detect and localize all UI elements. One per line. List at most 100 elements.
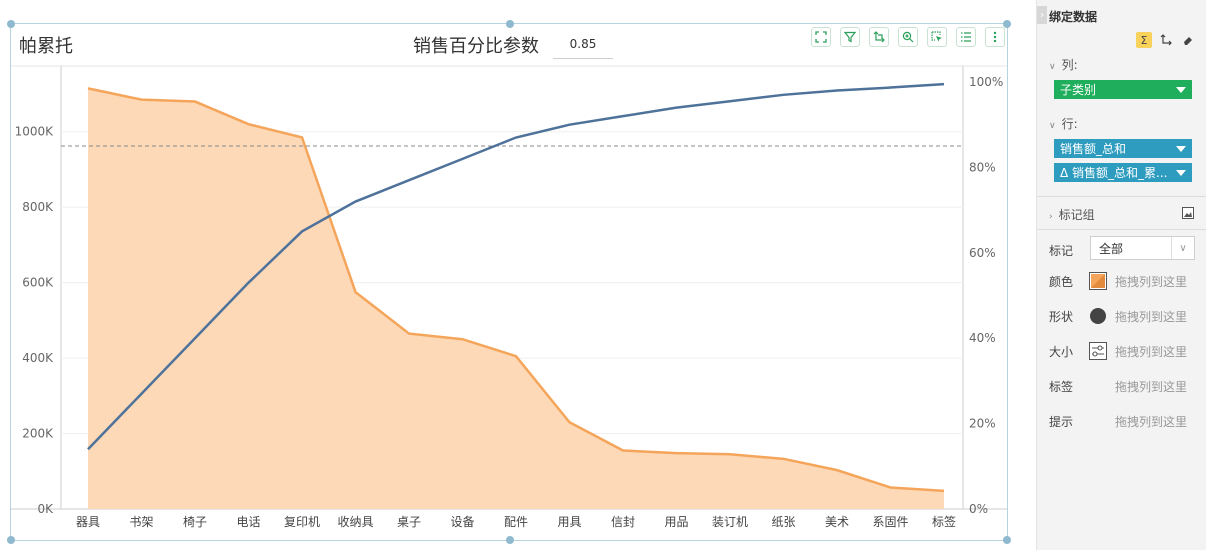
select-button[interactable]: [927, 27, 947, 47]
mark-select[interactable]: 全部 ∨: [1090, 236, 1195, 260]
size-slider-icon[interactable]: [1089, 342, 1107, 360]
sum-button[interactable]: Σ: [1136, 32, 1152, 48]
resize-handle[interactable]: [7, 536, 15, 544]
clear-button[interactable]: [1180, 32, 1196, 48]
mark-label: 标记: [1049, 243, 1074, 258]
columns-label: 列:: [1061, 58, 1078, 72]
image-icon[interactable]: [1182, 207, 1194, 219]
x-tick-label: 配件: [504, 515, 528, 529]
x-tick-label: 器具: [76, 515, 100, 529]
y-tick-label-left: 400K: [22, 351, 54, 365]
resize-handle[interactable]: [1003, 20, 1011, 28]
mark-row: 标记: [1049, 239, 1199, 261]
swap-axis-button[interactable]: [869, 27, 889, 47]
x-tick-label: 复印机: [284, 515, 320, 529]
pareto-chart[interactable]: 0K 200K 400K 600K 800K 1000K 0% 20% 40% 60% 80% 100…: [11, 24, 1007, 540]
x-tick-label: 用具: [557, 515, 581, 529]
chevron-right-icon: ›: [1040, 9, 1044, 21]
param-input[interactable]: [553, 30, 613, 59]
caret-down-icon[interactable]: [1176, 169, 1186, 176]
panel-tools: Σ: [1136, 32, 1196, 48]
drop-hint[interactable]: 拖拽列到这里: [1115, 274, 1188, 289]
x-tick-label: 装订机: [712, 515, 748, 529]
rows-field-pill[interactable]: Δ 销售额_总和_累...: [1054, 163, 1192, 182]
y-tick-label-right: 0%: [969, 502, 988, 516]
size-row: 大小 拖拽列到这里: [1049, 340, 1199, 362]
collapse-panel-button[interactable]: ›: [1037, 6, 1047, 24]
x-tick-label: 标签: [932, 514, 956, 529]
eraser-icon: [1184, 37, 1192, 45]
x-tick-label: 纸张: [771, 515, 795, 529]
prop-label: 颜色: [1049, 274, 1074, 289]
color-swatch-icon[interactable]: [1089, 272, 1107, 290]
y-tick-label-left: 200K: [22, 427, 54, 441]
drop-hint[interactable]: 拖拽列到这里: [1115, 414, 1188, 429]
swap-button[interactable]: [1158, 32, 1174, 48]
prop-label: 标签: [1049, 379, 1074, 394]
mark-group-section[interactable]: › 标记组: [1049, 206, 1095, 223]
select-icon: [931, 31, 942, 42]
y-tick-label-left: 0K: [37, 502, 54, 516]
y-tick-label-left: 1000K: [15, 125, 55, 139]
columns-field-label: 子类别: [1060, 83, 1097, 97]
rows-field-label: 销售额_总和: [1060, 142, 1127, 156]
x-tick-label: 桌子: [397, 515, 421, 529]
y-tick-label-left: 800K: [22, 200, 54, 214]
swap-axis-icon: [1160, 34, 1172, 46]
x-tick-label: 设备: [450, 515, 474, 529]
x-tick-label: 美术: [825, 515, 849, 529]
delta-icon: Δ: [1060, 166, 1069, 180]
drop-hint[interactable]: 拖拽列到这里: [1115, 379, 1188, 394]
columns-field-pill[interactable]: 子类别: [1054, 80, 1192, 99]
chevron-down-icon: ∨: [1049, 121, 1056, 131]
resize-handle[interactable]: [506, 20, 514, 28]
rows-section[interactable]: ∨ 行:: [1049, 115, 1078, 132]
x-tick-label: 信封: [611, 515, 635, 529]
chart-toolbar: [811, 27, 1005, 47]
panel-title: 绑定数据: [1049, 10, 1098, 24]
param-label: 销售百分比参数: [413, 36, 539, 57]
zoom-button[interactable]: [898, 27, 918, 47]
prop-label: 大小: [1049, 344, 1074, 359]
y-tick-label-right: 100%: [969, 75, 1003, 89]
columns-section[interactable]: ∨ 列:: [1049, 56, 1078, 73]
tooltip-row: 提示 拖拽列到这里: [1049, 410, 1199, 432]
resize-handle[interactable]: [506, 536, 514, 544]
x-tick-label: 收纳具: [337, 515, 373, 529]
x-tick-label: 椅子: [183, 515, 207, 529]
mark-group-label: 标记组: [1058, 208, 1095, 222]
filter-icon: [844, 31, 856, 43]
chart-title: 帕累托: [19, 36, 73, 57]
more-button[interactable]: [985, 27, 1005, 47]
chevron-down-icon: ∨: [1049, 62, 1056, 72]
x-tick-label: 用品: [664, 515, 688, 529]
drop-hint[interactable]: 拖拽列到这里: [1115, 344, 1188, 359]
zoom-icon: [902, 31, 914, 43]
caret-down-icon[interactable]: [1176, 86, 1186, 93]
list-button[interactable]: [956, 27, 976, 47]
shape-circle-icon[interactable]: [1089, 307, 1107, 325]
binding-panel: › 绑定数据 Σ ∨ 列: 子类别 ∨ 行: 销售额_总和 Δ 销售额_总和_累..…: [1036, 0, 1206, 550]
y-tick-label-right: 20%: [969, 417, 996, 431]
swap-axis-icon: [873, 31, 885, 43]
chevron-down-icon: ∨: [1171, 237, 1194, 259]
rows-field-label: 销售额_总和_累...: [1072, 166, 1168, 180]
chart-card[interactable]: 帕累托 销售百分比参数 0K 200K 400K 600K 800K 1000K 0% 20%…: [7, 20, 1011, 544]
mark-select-value: 全部: [1099, 241, 1124, 256]
more-icon: [993, 31, 997, 43]
list-icon: [961, 32, 971, 42]
resize-handle[interactable]: [1003, 536, 1011, 544]
sales-area: [88, 88, 944, 509]
caret-down-icon[interactable]: [1176, 145, 1186, 152]
drop-hint[interactable]: 拖拽列到这里: [1115, 309, 1188, 324]
resize-handle[interactable]: [7, 20, 15, 28]
y-tick-label-right: 40%: [969, 331, 996, 345]
prop-label: 提示: [1049, 414, 1074, 429]
fullscreen-button[interactable]: [811, 27, 831, 47]
filter-button[interactable]: [840, 27, 860, 47]
rows-field-pill[interactable]: 销售额_总和: [1054, 139, 1192, 158]
chevron-right-icon: ›: [1049, 212, 1053, 222]
y-tick-label-right: 60%: [969, 246, 996, 260]
prop-label: 形状: [1049, 309, 1074, 324]
x-tick-label: 电话: [236, 515, 260, 529]
